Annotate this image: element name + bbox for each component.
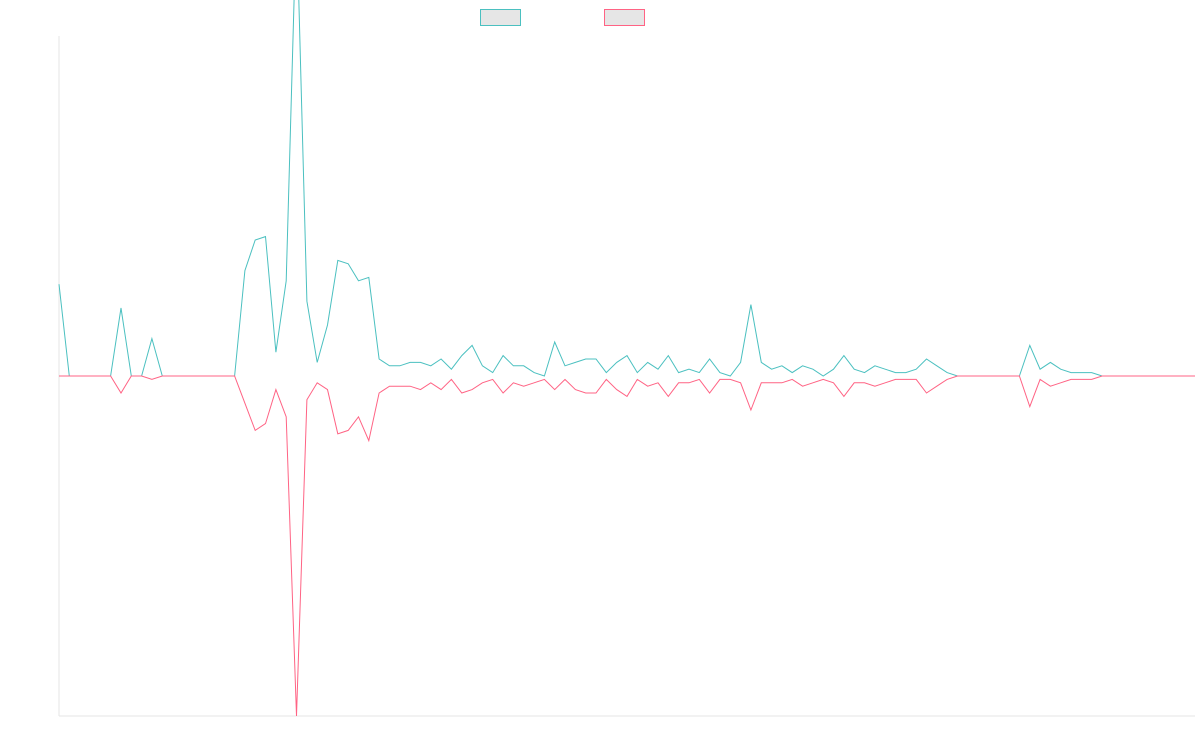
legend-swatch-2[interactable] bbox=[604, 9, 645, 26]
legend[interactable] bbox=[480, 9, 645, 26]
series-line-1 bbox=[58, 0, 1195, 377]
series-group bbox=[58, 0, 1195, 717]
series-line-2 bbox=[59, 375, 1195, 717]
legend-swatch-1[interactable] bbox=[480, 9, 521, 26]
